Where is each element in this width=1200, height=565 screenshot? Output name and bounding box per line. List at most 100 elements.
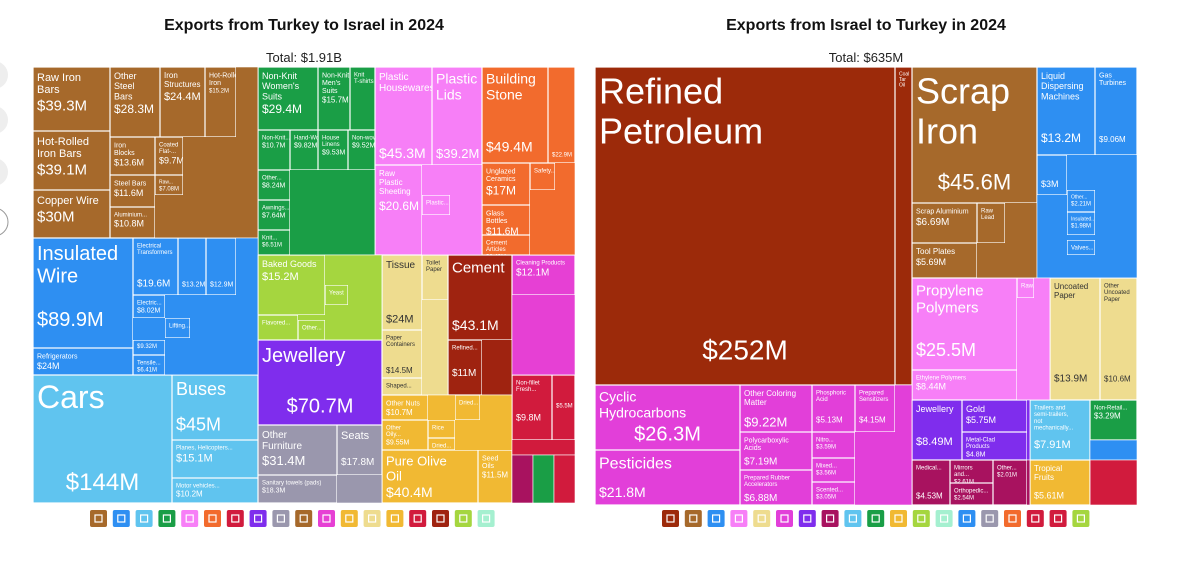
tile-value: $6.41M bbox=[137, 368, 157, 374]
legend-icon bbox=[181, 510, 199, 527]
legend-icon-glyph bbox=[711, 514, 721, 523]
tile-rect bbox=[428, 420, 455, 438]
tile-label: Insulated Wire bbox=[37, 243, 124, 287]
tile: Sanitary towels (pads) $18.3M bbox=[258, 475, 337, 503]
tile: Coated Flat-...$9.7M bbox=[155, 137, 183, 175]
tile-rect bbox=[548, 67, 575, 163]
tile-rect bbox=[482, 205, 530, 235]
tile-rect bbox=[595, 385, 740, 450]
legend-icon-glyph bbox=[162, 514, 171, 523]
legend-icon bbox=[1026, 510, 1044, 527]
tile: Other Oily...$9.55M bbox=[382, 420, 428, 450]
tile: Cyclic Hydrocarbons$26.3M bbox=[595, 385, 740, 450]
tile-rect bbox=[1017, 278, 1034, 298]
tile: Iron Structures $24.4M bbox=[160, 67, 205, 137]
tile-value: $8.43M bbox=[486, 254, 506, 260]
tile: Scrap Iron $45.6M bbox=[912, 67, 1037, 203]
tile: $5.5M bbox=[552, 375, 575, 440]
tile-label: Medical... bbox=[916, 465, 942, 471]
tile-label: Polycarboxylic Acids bbox=[744, 437, 791, 452]
tile: Buses $45M bbox=[172, 375, 258, 440]
tile-value: $24M bbox=[37, 361, 60, 371]
tile: Other... $8.24M bbox=[258, 170, 290, 200]
tile: Seed Oils$11.5M bbox=[478, 450, 512, 503]
tile: Insulated Wire $89.9M bbox=[33, 238, 133, 348]
tile-label: Refined... bbox=[452, 345, 478, 351]
tile-rect bbox=[482, 235, 530, 255]
tile: Steel Bars$11.6M bbox=[110, 175, 155, 207]
tile-label: Dried... bbox=[432, 443, 452, 449]
tile-rect bbox=[258, 340, 382, 425]
legend-icon-glyph bbox=[140, 514, 149, 523]
legend-icon bbox=[249, 510, 267, 527]
tile-label: Jewellery bbox=[916, 404, 954, 414]
tile-value: $9.55M bbox=[386, 439, 410, 446]
tile-value: $39.2M bbox=[436, 146, 479, 161]
tile-label: Coal Tar Oil bbox=[899, 72, 911, 89]
tile-label: Plastic Lids bbox=[436, 71, 481, 103]
tile-label: Scented... bbox=[816, 487, 843, 493]
tile-label: Hot-Rolled Iron bbox=[209, 72, 244, 87]
tile: Cement $43.1M bbox=[448, 255, 512, 340]
tile-value: $4.15M bbox=[859, 416, 886, 425]
tile-label: Orthopedic... bbox=[954, 488, 989, 494]
tile: Other Nuts$10.7M bbox=[382, 395, 428, 420]
tile-label: Non-Knit... bbox=[262, 135, 291, 141]
tile-label: Baked Goods bbox=[262, 259, 317, 269]
tile: Glass Bottles $11.6M bbox=[482, 205, 530, 235]
tile: Pesticides $21.8M bbox=[595, 450, 740, 505]
legend-icon bbox=[477, 510, 495, 527]
tile-rect bbox=[552, 375, 575, 440]
legend-icon bbox=[1072, 510, 1090, 527]
tile-label: Toilet Paper bbox=[426, 260, 442, 273]
tile: Shaped... bbox=[382, 378, 422, 395]
tile-rect bbox=[258, 255, 325, 315]
tile-rect bbox=[432, 67, 482, 165]
tile-rect bbox=[595, 67, 895, 385]
tile-rect bbox=[258, 130, 290, 170]
legend-icon-glyph bbox=[1076, 514, 1086, 523]
tile-rect bbox=[382, 450, 478, 503]
tile-label: House Linens bbox=[322, 135, 341, 148]
tile: Pure Olive Oil$40.4M bbox=[382, 450, 478, 503]
tile-value: $14.5M bbox=[386, 366, 413, 375]
tile-rect bbox=[33, 131, 110, 190]
tile-value: $13.2M bbox=[182, 281, 206, 288]
legend-icon-glyph bbox=[231, 514, 240, 523]
tile-value: $6.69M bbox=[916, 217, 949, 228]
tile-rect bbox=[855, 385, 895, 432]
tile: $3M bbox=[1037, 155, 1067, 195]
tile-label: Buses bbox=[176, 379, 226, 399]
legend-icon bbox=[295, 510, 313, 527]
tile-value: $7.08M bbox=[159, 187, 179, 193]
tile-value: $31.4M bbox=[262, 453, 305, 468]
legend-icon-glyph bbox=[666, 514, 675, 523]
tile-value: $2.21M bbox=[1071, 202, 1091, 208]
tile-value: $10.8M bbox=[114, 219, 144, 229]
tile-label: Ethylene Polymers bbox=[916, 375, 966, 381]
tile-rect bbox=[160, 67, 205, 137]
tile-label: Nitro... bbox=[816, 437, 834, 443]
tile: Jewellery $8.49M bbox=[912, 400, 962, 460]
tile-label: Other Oily... bbox=[386, 425, 403, 438]
tile-label: Shaped... bbox=[386, 383, 412, 389]
legend-icon bbox=[135, 510, 153, 527]
legend-icon-glyph bbox=[825, 514, 835, 523]
tile: Rice bbox=[428, 420, 455, 438]
tile-label: Planes, Helicopters... bbox=[176, 445, 233, 451]
tile-rect bbox=[382, 395, 428, 420]
tile-label: Electric... bbox=[137, 300, 162, 306]
tile-value: $39.3M bbox=[37, 98, 87, 115]
tile-rect bbox=[1095, 67, 1137, 155]
tile-rect bbox=[422, 195, 450, 215]
tile: Hand-Woven... $9.82M bbox=[290, 130, 318, 170]
tile-value: $5.61M bbox=[1034, 490, 1064, 500]
tile-label: Insulated... bbox=[1071, 217, 1095, 223]
tile-value: $2.54M bbox=[954, 496, 974, 502]
legend-icon-glyph bbox=[1053, 514, 1063, 523]
tile: Other Steel Bars$28.3M bbox=[110, 67, 160, 137]
legend-icon bbox=[890, 510, 907, 527]
tile-value: $30M bbox=[37, 208, 75, 225]
tile-label: Non-Retail... bbox=[1094, 405, 1128, 411]
